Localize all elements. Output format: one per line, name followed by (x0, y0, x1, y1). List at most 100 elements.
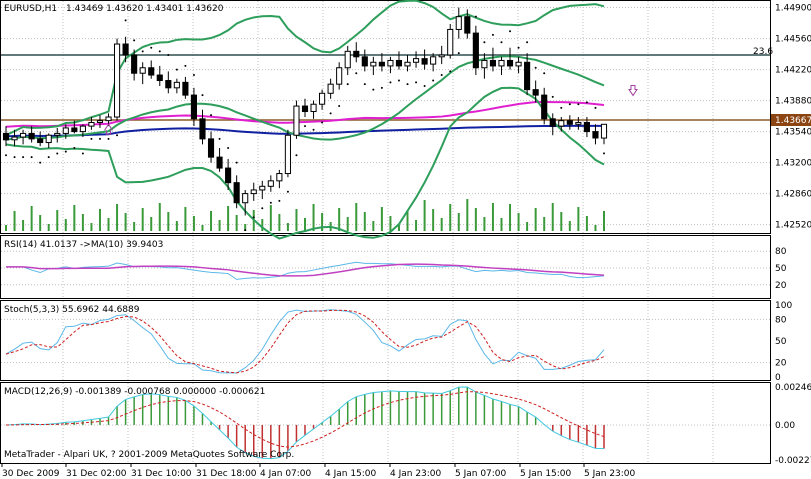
current-price-tag (771, 114, 811, 127)
candle[interactable] (327, 78, 334, 99)
candle[interactable] (421, 49, 428, 70)
candle[interactable] (319, 89, 326, 110)
sell-arrow-icon[interactable] (628, 84, 638, 97)
sar-dot (517, 46, 520, 49)
candle[interactable] (276, 169, 283, 189)
candle[interactable] (28, 126, 35, 143)
copyright-text: MetaTrader - Alpari UK, ? 2001-2009 Meta… (4, 450, 294, 460)
macd-line (5, 386, 605, 460)
candle[interactable] (96, 115, 104, 128)
sar-dot (64, 150, 67, 153)
candle[interactable] (412, 51, 420, 68)
candle[interactable] (182, 76, 189, 99)
candle[interactable] (447, 23, 454, 59)
candle[interactable] (353, 42, 360, 63)
candle[interactable] (233, 175, 240, 209)
candle[interactable] (139, 62, 146, 85)
candle[interactable] (284, 129, 291, 178)
buy-arrow-icon[interactable] (104, 123, 113, 135)
candle[interactable] (301, 98, 309, 117)
candle[interactable] (190, 87, 198, 127)
candle[interactable] (54, 127, 61, 143)
candle[interactable] (464, 9, 471, 39)
sar-dot (81, 152, 84, 155)
candle[interactable] (575, 117, 582, 130)
candle[interactable] (506, 47, 514, 70)
candle[interactable] (267, 175, 274, 192)
candle[interactable] (259, 180, 266, 200)
candle[interactable] (45, 133, 52, 149)
candle[interactable] (225, 158, 232, 190)
sar-dot (227, 147, 230, 150)
candle[interactable] (395, 51, 403, 70)
candle[interactable] (148, 60, 155, 79)
sar-dot (457, 52, 460, 55)
candle[interactable] (71, 120, 78, 134)
candle[interactable] (566, 115, 573, 130)
candle[interactable] (344, 45, 351, 76)
candle[interactable] (79, 124, 86, 138)
candle[interactable] (404, 54, 411, 72)
candle[interactable] (600, 123, 608, 145)
candle[interactable] (173, 78, 180, 94)
time-tick-label: 31 Dec 02:00 (66, 469, 127, 479)
candle[interactable] (541, 87, 548, 125)
candle[interactable] (113, 38, 121, 121)
sar-dot (47, 156, 50, 159)
candle[interactable] (37, 131, 44, 147)
candle[interactable] (549, 113, 556, 136)
rsi-label: RSI(14) 41.0137 ->MA(10) 39.9403 (4, 240, 163, 250)
candle[interactable] (498, 56, 505, 76)
candle[interactable] (489, 47, 497, 72)
fib-label: 23.6 (753, 47, 773, 57)
bollinger-lower (5, 86, 605, 240)
sar-dot (269, 201, 272, 204)
macd-label: MACD(12,26,9) -0.001389 -0.000768 0.0000… (4, 387, 265, 397)
candle[interactable] (216, 148, 223, 172)
candle[interactable] (131, 49, 138, 81)
stoch-tick-label: 100 (775, 301, 792, 311)
candle[interactable] (310, 100, 317, 119)
candle[interactable] (524, 53, 531, 96)
candle[interactable] (438, 45, 445, 65)
candle[interactable] (293, 100, 300, 139)
candle[interactable] (515, 56, 522, 74)
candle[interactable] (378, 53, 385, 72)
candle[interactable] (122, 36, 129, 63)
candle[interactable] (156, 65, 163, 86)
candle[interactable] (481, 53, 488, 79)
candle[interactable] (62, 124, 69, 139)
candle[interactable] (370, 56, 377, 76)
stoch-tick-label: 0 (775, 373, 781, 383)
time-tick-label: 5 Jan 07:00 (455, 469, 507, 479)
candle[interactable] (242, 189, 249, 216)
candle[interactable] (430, 53, 437, 72)
candle[interactable] (207, 131, 215, 163)
candle[interactable] (20, 129, 27, 145)
sar-dot (603, 152, 605, 155)
candle[interactable] (532, 80, 539, 103)
sar-dot (286, 190, 289, 193)
candle[interactable] (2, 126, 10, 147)
candle[interactable] (250, 182, 257, 201)
candle[interactable] (592, 124, 599, 145)
candle[interactable] (88, 117, 95, 130)
candle[interactable] (583, 117, 590, 138)
price-tick-label: 1.42520 (775, 221, 811, 231)
candle[interactable] (558, 117, 565, 132)
rsi-panel-frame (0, 235, 771, 299)
sar-dot (133, 39, 136, 42)
sar-dot (22, 156, 25, 159)
candle[interactable] (165, 71, 172, 94)
candle[interactable] (455, 7, 462, 39)
candle[interactable] (336, 62, 343, 90)
bollinger-middle (5, 55, 605, 141)
sar-dot (585, 101, 588, 104)
candle[interactable] (199, 109, 206, 145)
candle[interactable] (387, 56, 394, 74)
candle[interactable] (11, 129, 18, 147)
candle[interactable] (361, 49, 368, 72)
candle[interactable] (472, 25, 479, 76)
